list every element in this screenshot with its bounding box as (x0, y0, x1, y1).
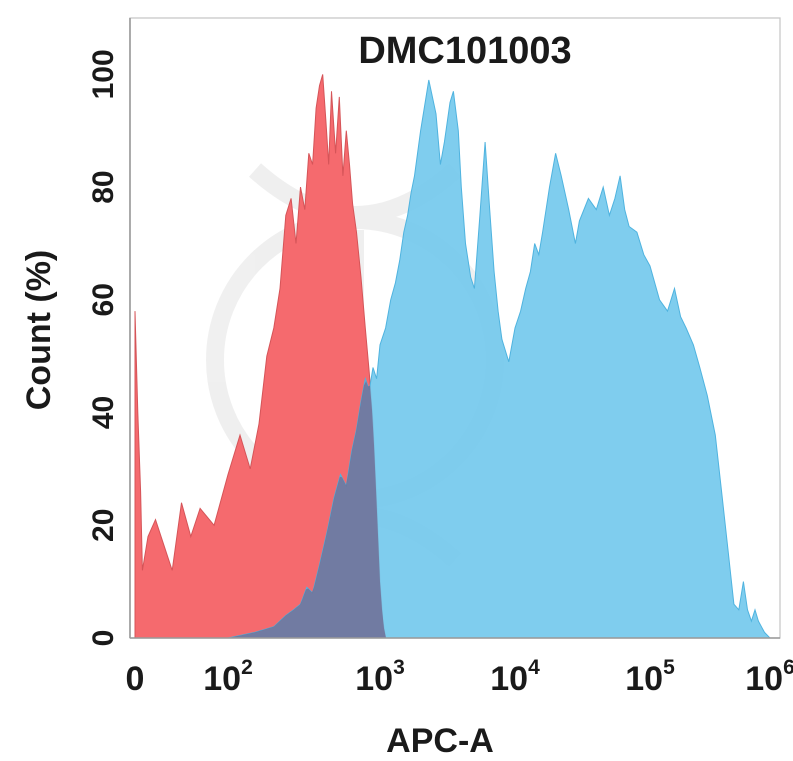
y-tick-label: 0 (87, 630, 120, 647)
histogram-series-1 (134, 74, 387, 639)
y-axis-label: Count (%) (20, 250, 58, 411)
x-tick-label: 102 (203, 656, 253, 698)
x-tick-label: 104 (490, 656, 540, 698)
x-tick-label: 106 (745, 656, 793, 698)
x-tick-label: 0 (126, 660, 145, 698)
y-tick-label: 60 (87, 283, 120, 316)
y-tick-label: 80 (87, 170, 120, 203)
chart-title: DMC101003 (358, 30, 571, 72)
series-layer (134, 74, 772, 639)
y-tick-labels: 0 20 40 60 80 100 (87, 49, 120, 646)
x-tick-label: 105 (625, 656, 675, 698)
x-tick-labels: 0 102 103 104 105 106 (126, 656, 793, 698)
y-tick-label: 20 (87, 509, 120, 542)
histogram-overlap-region (160, 380, 440, 638)
x-axis-label: APC-A (386, 722, 494, 760)
y-tick-label: 40 (87, 396, 120, 429)
y-tick-label: 100 (87, 49, 120, 99)
x-tick-label: 103 (355, 656, 405, 698)
